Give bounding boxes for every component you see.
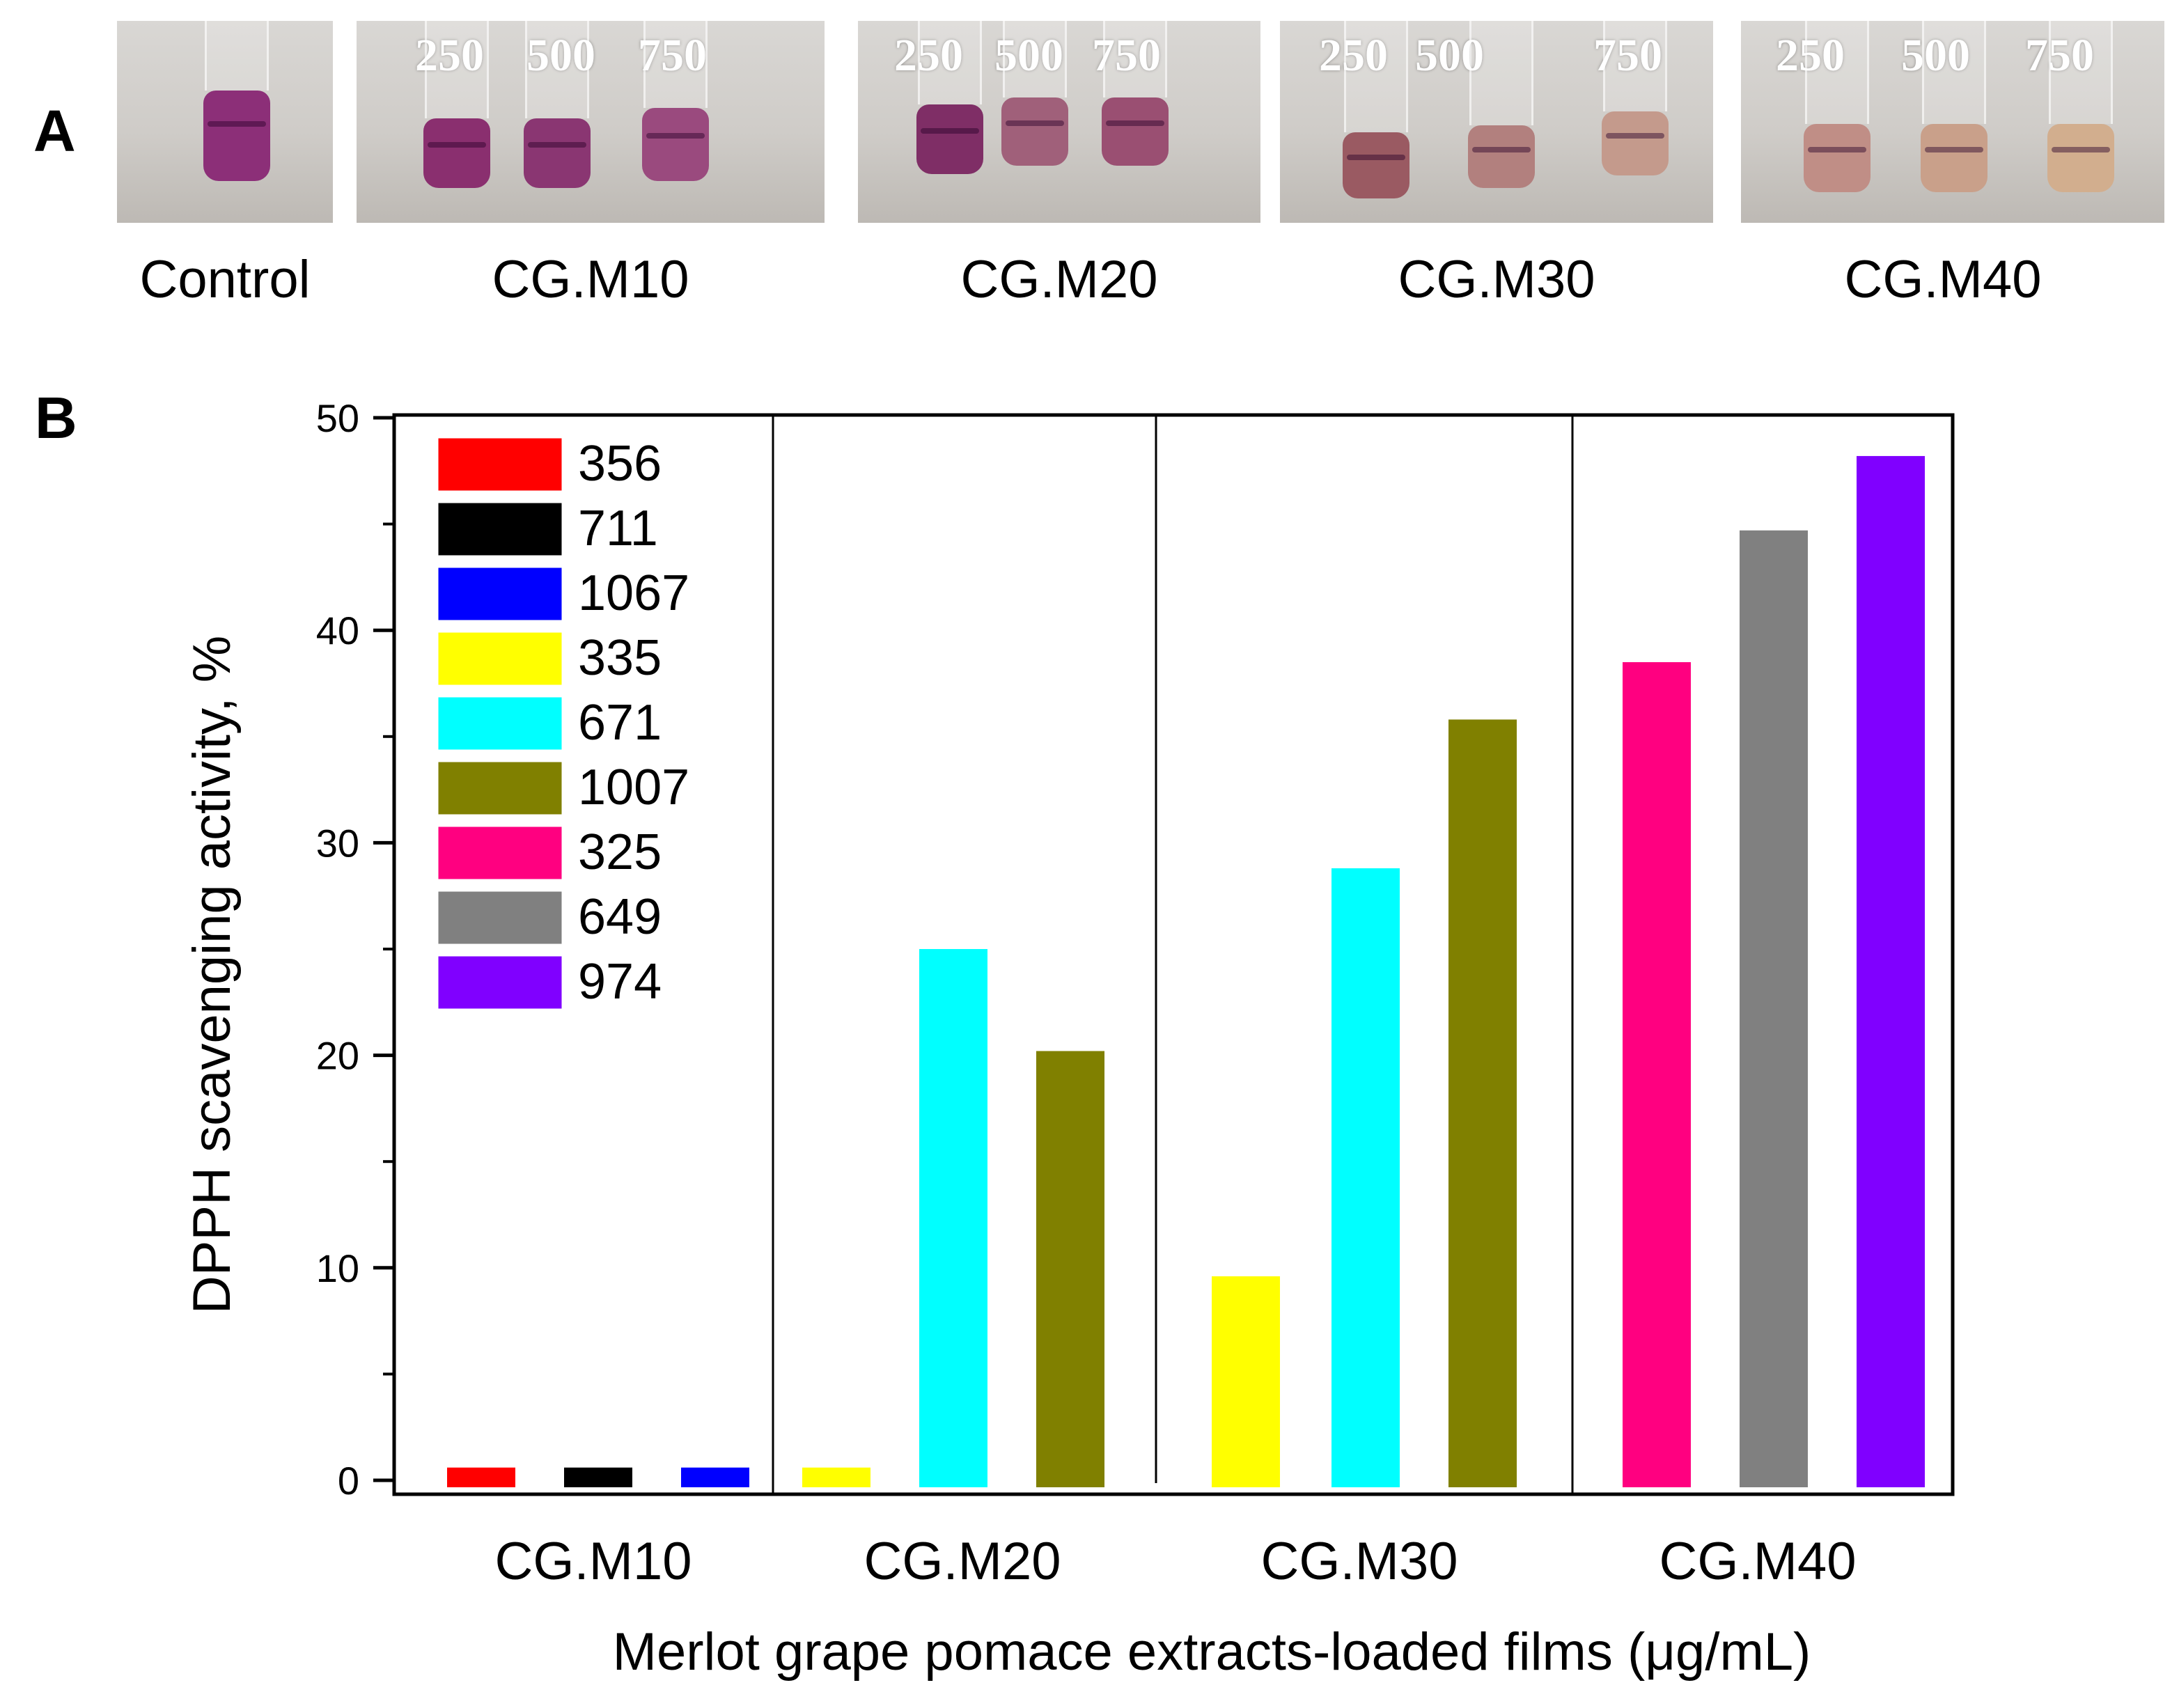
cg-m20-conc-1: 250 <box>894 29 963 82</box>
panel-b-letter: B <box>35 385 77 450</box>
x-axis-label: Merlot grape pomace extracts-loaded film… <box>613 1622 1811 1682</box>
bar-cg-m20-335 <box>802 1467 870 1487</box>
cg-m40-tube-1 <box>1804 21 1870 192</box>
legend-swatch <box>436 889 564 946</box>
cg-m10-photo: 250 500 750 <box>357 21 825 223</box>
y-tick-label: 10 <box>316 1246 359 1290</box>
cg-m30-label: CG.M30 <box>1398 250 1595 309</box>
bar-cg-m20-671 <box>919 949 987 1487</box>
cg-m40-conc-3: 750 <box>2025 29 2094 82</box>
cg-m40-conc-2: 500 <box>1901 29 1970 82</box>
bar-cg-m20-1007 <box>1036 1051 1104 1487</box>
cg-m40-conc-1: 250 <box>1776 29 1845 82</box>
cg-m10-tube-3 <box>642 21 709 181</box>
cg-m20-label: CG.M20 <box>960 250 1158 309</box>
cg-m30-conc-2: 500 <box>1415 30 1484 81</box>
cg-m40-tube-2 <box>1921 21 1987 192</box>
y-axis-label: DPPH scavenging activity, % <box>182 636 242 1314</box>
x-group-label: CG.M20 <box>864 1532 1061 1591</box>
bar-cg-m10-1067 <box>681 1467 749 1487</box>
control-label: Control <box>139 250 311 309</box>
cg-m10-conc-3: 750 <box>638 29 707 82</box>
y-tick-label: 20 <box>316 1034 359 1078</box>
y-tick-label: 30 <box>316 821 359 865</box>
control-tube <box>203 21 270 181</box>
bar-cg-m40-974 <box>1857 455 1925 1487</box>
bar-cg-m30-1007 <box>1448 719 1517 1487</box>
cg-m30-tube-2 <box>1468 21 1535 188</box>
legend-swatch <box>436 954 564 1011</box>
y-tick-label: 0 <box>338 1459 359 1503</box>
plot-frame <box>392 413 1955 1496</box>
cg-m40-label: CG.M40 <box>1844 250 2042 309</box>
legend-label: 649 <box>578 889 662 945</box>
bar-cg-m10-711 <box>564 1467 632 1487</box>
legend-swatch <box>436 501 564 558</box>
cg-m10-conc-2: 500 <box>526 29 595 82</box>
cg-m20-tube-3 <box>1102 21 1169 166</box>
cg-m20-tube-1 <box>916 21 983 174</box>
panel-a-letter: A <box>33 98 76 164</box>
legend-swatch <box>436 824 564 882</box>
legend-swatch <box>436 565 564 622</box>
legend-swatch <box>436 695 564 752</box>
cg-m30-tube-3 <box>1602 21 1669 175</box>
legend-swatch <box>436 760 564 817</box>
bar-cg-m30-335 <box>1212 1276 1280 1487</box>
legend-swatch <box>436 630 564 687</box>
cg-m20-photo: 250 500 750 <box>858 21 1260 223</box>
x-group-label: CG.M30 <box>1261 1532 1458 1591</box>
legend-label: 711 <box>578 501 658 556</box>
cg-m30-tube-1 <box>1343 21 1409 198</box>
cg-m40-tube-3 <box>2047 21 2114 192</box>
legend-swatch <box>436 436 564 493</box>
cg-m20-conc-2: 500 <box>994 29 1063 82</box>
bar-cg-m30-671 <box>1331 868 1400 1487</box>
cg-m40-photo: 250 500 750 <box>1741 21 2164 223</box>
legend-label: 671 <box>578 695 662 751</box>
bar-cg-m10-356 <box>447 1467 515 1487</box>
y-tick-label: 50 <box>316 396 359 440</box>
control-photo <box>117 21 333 223</box>
bar-cg-m40-325 <box>1623 661 1691 1487</box>
legend-label: 1007 <box>578 760 689 815</box>
cg-m30-photo: 250 500 750 <box>1280 21 1713 223</box>
legend-label: 1067 <box>578 565 689 621</box>
x-group-label: CG.M40 <box>1659 1532 1857 1591</box>
cg-m10-label: CG.M10 <box>492 250 689 309</box>
legend-label: 325 <box>578 824 662 880</box>
cg-m10-tube-1 <box>423 21 490 188</box>
cg-m20-tube-2 <box>1001 21 1068 166</box>
bar-cg-m40-649 <box>1740 530 1808 1487</box>
legend-label: 356 <box>578 436 662 492</box>
y-tick-label: 40 <box>316 609 359 652</box>
legend-label: 335 <box>578 630 662 686</box>
cg-m30-conc-1: 250 <box>1319 29 1388 82</box>
cg-m10-tube-2 <box>524 21 591 188</box>
x-group-label: CG.M10 <box>495 1532 692 1591</box>
legend-label: 974 <box>578 954 662 1010</box>
